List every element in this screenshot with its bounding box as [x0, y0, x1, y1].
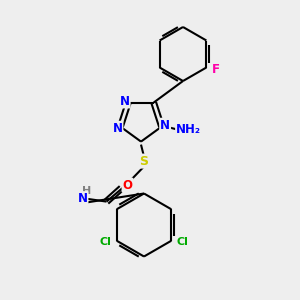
Text: Cl: Cl — [99, 237, 111, 247]
Text: Cl: Cl — [177, 237, 189, 247]
Text: NH₂: NH₂ — [176, 123, 201, 136]
Text: H: H — [82, 186, 91, 196]
Text: O: O — [122, 178, 133, 192]
Text: N: N — [112, 122, 122, 135]
Text: N: N — [77, 192, 88, 205]
Text: N: N — [120, 94, 130, 107]
Text: N: N — [160, 119, 170, 132]
Text: F: F — [212, 62, 220, 76]
Text: S: S — [140, 154, 148, 168]
